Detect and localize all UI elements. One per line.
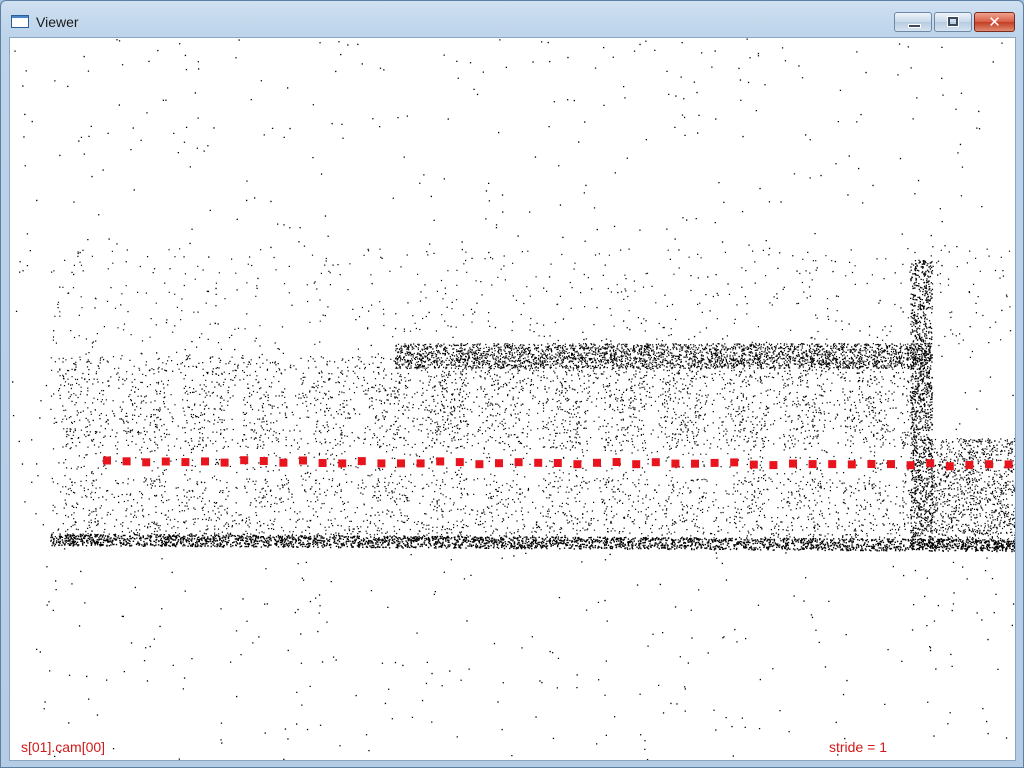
camera-marker [710, 458, 719, 467]
camera-marker [181, 458, 190, 467]
camera-marker [965, 460, 974, 469]
point-cloud-viewport[interactable] [10, 38, 1016, 761]
camera-marker [495, 459, 503, 468]
camera-marker [749, 460, 758, 469]
camera-marker [122, 457, 131, 466]
window-title: Viewer [36, 14, 79, 30]
camera-marker [1004, 460, 1013, 469]
camera-marker [730, 458, 739, 467]
camera-marker [691, 459, 699, 468]
camera-marker [573, 460, 582, 469]
camera-marker [220, 458, 229, 467]
camera-marker [397, 459, 405, 468]
point-cloud [12, 38, 1015, 760]
camera-marker [279, 458, 288, 467]
maximize-button[interactable] [934, 12, 972, 32]
close-button[interactable]: ✕ [974, 12, 1015, 32]
camera-marker [926, 459, 935, 468]
camera-marker [847, 460, 856, 469]
camera-marker [455, 458, 464, 467]
camera-marker [416, 459, 425, 468]
camera-marker [985, 460, 993, 469]
camera-marker [318, 459, 327, 467]
camera-marker [632, 460, 641, 469]
maximize-icon [947, 16, 959, 27]
camera-marker [142, 458, 151, 467]
camera-marker [789, 459, 797, 468]
minimize-icon [908, 24, 921, 28]
camera-marker [357, 457, 366, 466]
camera-marker [867, 460, 876, 468]
window-app-icon[interactable] [11, 15, 29, 28]
camera-marker [201, 457, 209, 466]
camera-marker [945, 462, 954, 471]
camera-marker [161, 457, 170, 466]
camera-marker [553, 459, 562, 467]
camera-marker [240, 456, 249, 465]
camera-marker [769, 461, 778, 470]
camera-marker [906, 461, 915, 470]
camera-marker [338, 459, 347, 468]
camera-marker [612, 458, 621, 466]
camera-marker [808, 460, 817, 469]
camera-marker [887, 460, 895, 469]
camera-marker [534, 458, 543, 467]
camera-marker [475, 460, 484, 469]
camera-trajectory [103, 456, 1013, 471]
camera-marker [299, 456, 307, 465]
camera-marker [514, 458, 523, 467]
camera-marker [377, 459, 386, 468]
camera-marker [671, 459, 680, 468]
camera-marker [593, 458, 601, 467]
camera-marker [828, 460, 837, 469]
viewer-canvas-area[interactable]: s[01].cam[00] stride = 1 [9, 37, 1016, 761]
point-cloud-points [12, 38, 1015, 760]
title-bar[interactable]: Viewer ✕ [1, 1, 1023, 37]
sequence-camera-label: s[01].cam[00] [21, 739, 106, 755]
camera-marker [259, 457, 268, 465]
camera-marker [103, 456, 111, 465]
camera-marker [651, 458, 660, 467]
close-icon: ✕ [988, 13, 1001, 31]
camera-marker [436, 457, 445, 466]
stride-label: stride = 1 [829, 739, 887, 755]
minimize-button[interactable] [894, 12, 932, 32]
